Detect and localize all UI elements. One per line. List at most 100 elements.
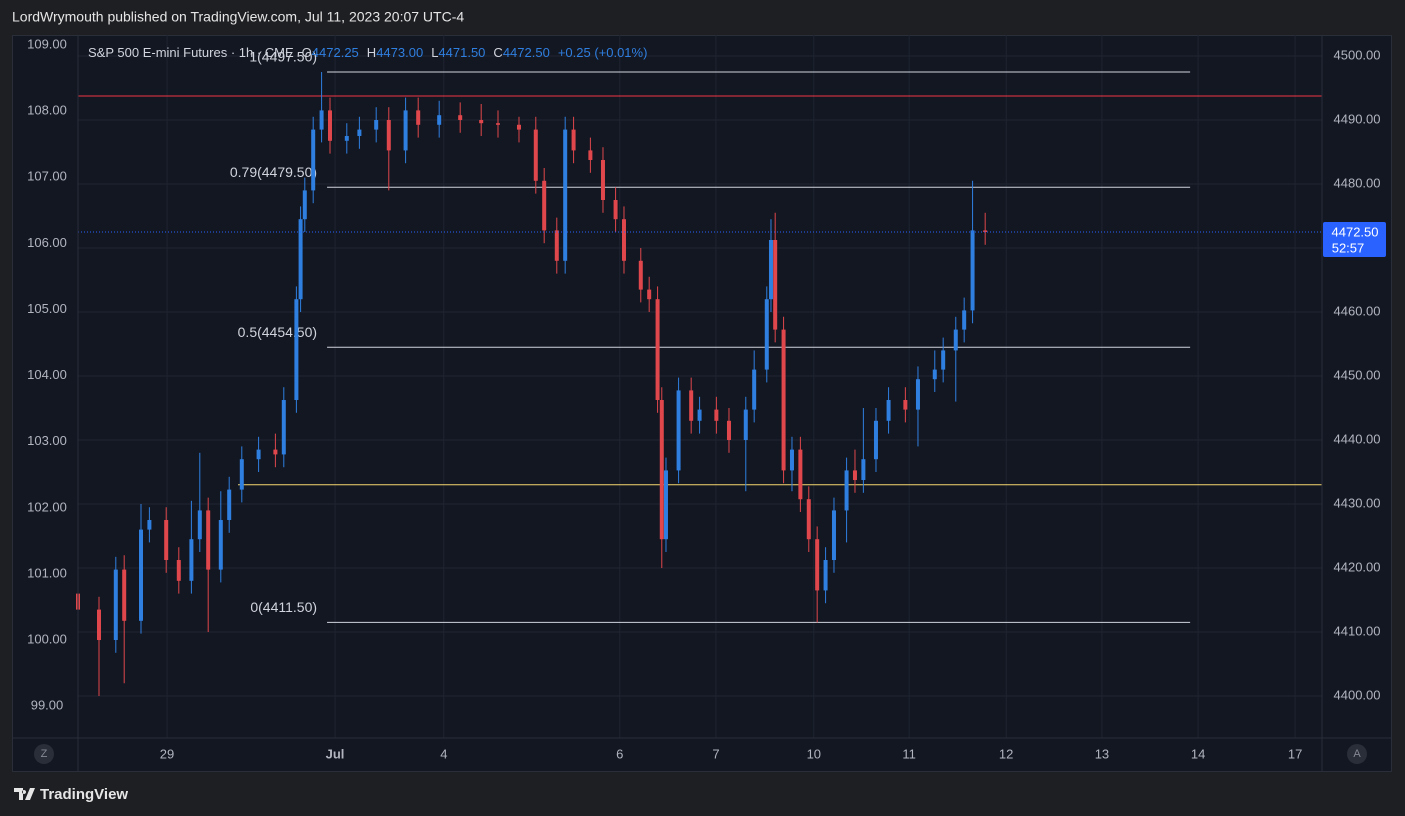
- candle-body: [138, 529, 143, 621]
- candle-body: [176, 560, 181, 581]
- candle-body: [697, 409, 702, 421]
- candle-body: [122, 569, 127, 621]
- y-tick-label: 4460.00: [1334, 303, 1381, 318]
- candle-body: [458, 115, 463, 120]
- x-tick-label: Jul: [326, 746, 345, 761]
- candle-body: [344, 135, 349, 141]
- button-left[interactable]: Z: [34, 744, 54, 764]
- x-tick-label: 4: [440, 746, 447, 761]
- candle-body: [659, 400, 664, 540]
- candle-body: [655, 299, 660, 401]
- candle-body: [831, 510, 836, 561]
- y-tick-label: 4400.00: [1334, 687, 1381, 702]
- header-title: LordWrymouth published on TradingView.co…: [12, 9, 464, 25]
- button-label[interactable]: A: [1353, 748, 1361, 760]
- candle-body: [962, 310, 967, 330]
- fib-label: 1(4497.50): [249, 49, 317, 65]
- candle-body: [218, 520, 223, 570]
- candle-body: [319, 110, 324, 130]
- candle-body: [227, 489, 232, 521]
- candle-body: [416, 110, 421, 125]
- y-tick-label: 4440.00: [1334, 431, 1381, 446]
- candle-body: [554, 230, 559, 261]
- candle-body: [983, 230, 988, 232]
- legend-key: L: [431, 45, 438, 60]
- candle-body: [197, 510, 202, 540]
- x-tick-label: 17: [1288, 746, 1302, 761]
- candle-body: [386, 119, 391, 151]
- button-bg[interactable]: [1347, 744, 1367, 764]
- y2-tick-label: 100.00: [27, 632, 67, 647]
- y-tick-label: 4500.00: [1334, 47, 1381, 62]
- candle-body: [676, 390, 681, 471]
- legend-value: 4473.00: [376, 45, 423, 60]
- candle-body: [613, 199, 618, 220]
- candle-body: [861, 459, 866, 481]
- legend-change: +0.25 (+0.01%): [558, 45, 648, 60]
- legend-value: 4472.25: [312, 45, 359, 60]
- candle-body: [789, 449, 794, 471]
- candle-body: [903, 400, 908, 410]
- countdown-label: 52:57: [1332, 240, 1365, 255]
- y-tick-label: 4410.00: [1334, 623, 1381, 638]
- x-tick-label: 13: [1095, 746, 1109, 761]
- candle-body: [953, 329, 958, 351]
- candle-body: [302, 190, 307, 220]
- candle-body: [571, 129, 576, 151]
- candle-body: [437, 115, 442, 125]
- y2-tick-label: 109.00: [27, 36, 67, 51]
- candle-body: [542, 180, 547, 231]
- legend-value: 4471.50: [438, 45, 485, 60]
- candle-body: [886, 400, 891, 421]
- button-bg[interactable]: [34, 744, 54, 764]
- x-tick-label: 29: [160, 746, 174, 761]
- candle-body: [495, 123, 500, 125]
- candle-body: [164, 520, 169, 561]
- candle-body: [970, 230, 975, 311]
- candle-body: [768, 239, 773, 300]
- y-tick-label: 4420.00: [1334, 559, 1381, 574]
- candle-body: [96, 609, 101, 641]
- x-tick-label: 12: [999, 746, 1013, 761]
- candle-body: [256, 449, 261, 460]
- y2-tick-label: 99.00: [31, 698, 64, 713]
- candle-body: [798, 449, 803, 500]
- fib-label: 0(4411.50): [250, 599, 317, 615]
- candle-body: [714, 409, 719, 421]
- candle-body: [311, 129, 316, 191]
- x-tick-label: 7: [712, 746, 719, 761]
- y2-tick-label: 103.00: [27, 433, 67, 448]
- candle-body: [844, 470, 849, 511]
- candle-body: [357, 129, 362, 136]
- x-tick-label: 6: [616, 746, 623, 761]
- candle-body: [873, 420, 878, 460]
- candle-body: [273, 449, 278, 455]
- candle-body: [941, 350, 946, 370]
- axes: 4400.00 4410.00 4420.00 4430.00 4440.00 4450.…: [27, 36, 1386, 761]
- y2-tick-label: 106.00: [27, 235, 67, 250]
- candle-body: [189, 539, 194, 581]
- candle-body: [815, 539, 820, 591]
- last-price-box: [1323, 221, 1386, 257]
- candle-body: [533, 129, 538, 181]
- candle-body: [823, 560, 828, 591]
- candle-body: [239, 459, 244, 490]
- candle-body: [638, 260, 643, 290]
- y2-tick-label: 104.00: [27, 367, 67, 382]
- candle-body: [588, 150, 593, 160]
- x-tick-label: 11: [902, 746, 916, 761]
- candle-body: [516, 124, 521, 130]
- y2-tick-label: 101.00: [27, 565, 67, 580]
- button-right[interactable]: A: [1347, 744, 1367, 764]
- y-tick-label: 4490.00: [1334, 111, 1381, 126]
- legend-key: C: [493, 45, 502, 60]
- button-label[interactable]: Z: [41, 748, 48, 760]
- y2-tick-label: 107.00: [27, 169, 67, 184]
- last-price-label: 4472.50: [1332, 224, 1379, 239]
- candle-body: [113, 569, 118, 641]
- brand-logo: [14, 788, 35, 800]
- candle-body: [403, 110, 408, 151]
- candle-body: [781, 329, 786, 471]
- legend-key: H: [367, 45, 376, 60]
